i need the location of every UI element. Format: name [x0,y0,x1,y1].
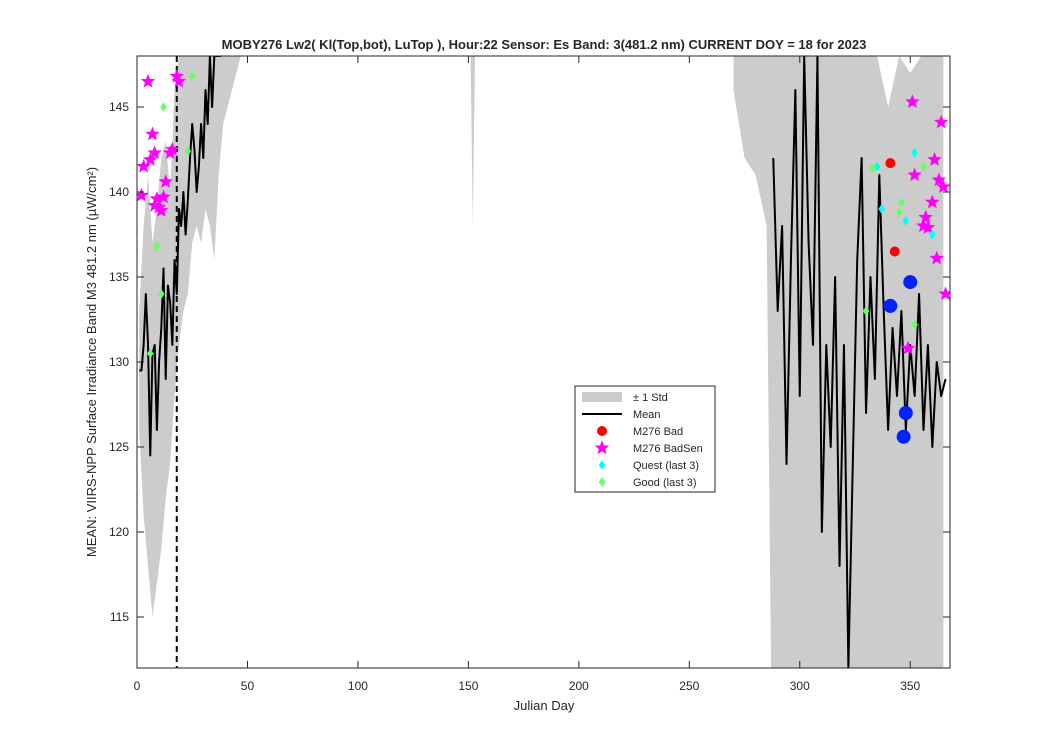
marker-layer [137,68,950,444]
point-badsen-22 [925,194,940,209]
y-tick-label-145: 145 [109,100,129,114]
legend-swatch-std [582,392,622,402]
point-badsen-10 [156,189,171,204]
y-tick-label-140: 140 [109,185,129,199]
mean-line-1 [772,56,947,668]
point-quest-3 [911,147,918,158]
point-badsen-18 [907,167,922,182]
point-recent-0 [883,298,898,313]
legend-box [574,385,716,493]
point-badsen-17 [905,94,920,109]
legend-label-bad: M276 Bad [633,426,683,438]
legend-label-good: Good (last 3) [633,477,697,489]
point-badsen-27 [936,179,950,194]
mean-line-0 [139,56,221,457]
y-axis-label: MEAN: VIIRS-NPP Surface Irradiance Band … [84,167,99,557]
point-badsen-25 [931,172,947,187]
point-badsen-1 [137,158,151,173]
point-badsen-3 [143,152,158,166]
y-tick-label-135: 135 [109,270,129,284]
point-badsen-21 [920,220,936,234]
chart-title: MOBY276 Lw2( Kl(Top,bot), LuTop ), Hour:… [222,37,867,52]
point-badsen-0 [137,187,149,202]
x-tick-label-150: 150 [458,679,478,693]
point-good-0 [146,348,154,359]
point-badsen-4 [145,126,160,141]
legend-swatch-good [598,477,606,487]
point-badsen-11 [158,174,173,188]
legend-swatch-badsen [594,440,610,455]
point-badsen-20 [918,209,933,224]
x-tick-label-0: 0 [134,679,141,693]
x-tick-label-300: 300 [790,679,810,693]
x-tick-label-100: 100 [348,679,368,693]
x-tick-label-250: 250 [679,679,699,693]
legend-label-badsen: M276 BadSen [633,443,703,455]
legend-swatch-quest [598,460,606,470]
point-quest-2 [902,215,910,226]
point-good-2 [158,289,165,299]
y-tick-label-115: 115 [110,610,129,624]
point-recent-1 [896,429,911,444]
legend: ± 1 Std Mean M276 Bad M276 BadSen Quest (las… [574,385,716,493]
point-good-5 [188,71,196,82]
point-bad-1 [889,246,900,257]
y-tick-label-125: 125 [109,440,129,454]
point-badsen-26 [933,114,949,129]
legend-swatch-bad [597,426,607,436]
x-tick-label-50: 50 [241,679,255,693]
point-badsen-2 [140,73,156,88]
tick-layer: 0 50 100 150 200 250 300 350 115 120 125 130 135 140 1… [109,56,950,693]
legend-label-std_band: ± 1 Std [633,392,668,404]
point-quest-1 [878,204,885,214]
point-badsen-15 [171,73,187,88]
point-good-3 [160,102,167,112]
legend-label-mean: Mean [633,409,661,421]
x-axis-label: Julian Day [514,698,575,713]
y-tick-label-120: 120 [109,525,129,539]
point-bad-0 [885,158,896,169]
point-badsen-13 [165,141,180,156]
y-tick-label-130: 130 [109,355,129,369]
point-recent-2 [898,406,913,420]
point-quest-4 [929,229,936,240]
x-tick-label-350: 350 [900,679,920,693]
point-badsen-23 [927,152,942,166]
point-badsen-24 [929,250,944,265]
point-good-4 [184,146,192,157]
point-recent-3 [903,275,918,290]
point-good-1 [153,241,161,252]
x-tick-label-200: 200 [569,679,589,693]
point-good-7 [869,163,876,174]
point-good-11 [920,161,927,172]
point-badsen-6 [147,145,162,160]
point-good-9 [898,197,905,208]
std-band-1 [470,56,476,226]
point-good-6 [862,306,870,316]
mean-line-layer [139,56,947,668]
point-good-8 [895,207,903,218]
std-band-2 [733,56,944,668]
point-badsen-16 [900,340,916,355]
point-badsen-9 [154,203,169,217]
legend-label-quest: Quest (last 3) [633,460,699,472]
point-badsen-28 [938,286,950,301]
point-good-10 [911,319,918,330]
